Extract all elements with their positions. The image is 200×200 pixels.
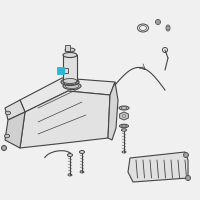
Polygon shape: [128, 152, 188, 182]
Ellipse shape: [68, 154, 72, 156]
Polygon shape: [108, 82, 118, 140]
Ellipse shape: [63, 82, 81, 90]
Polygon shape: [20, 91, 110, 148]
Polygon shape: [120, 112, 128, 120]
Ellipse shape: [61, 78, 79, 86]
Bar: [63, 55, 77, 81]
Ellipse shape: [63, 52, 77, 58]
Polygon shape: [5, 112, 25, 148]
Bar: [65, 45, 70, 51]
Ellipse shape: [63, 79, 77, 85]
Polygon shape: [5, 100, 25, 120]
Ellipse shape: [4, 134, 10, 138]
Ellipse shape: [6, 111, 10, 115]
Bar: [57, 67, 64, 74]
Ellipse shape: [184, 152, 188, 158]
Ellipse shape: [120, 124, 128, 128]
Ellipse shape: [157, 21, 159, 23]
Polygon shape: [20, 78, 115, 112]
Ellipse shape: [186, 176, 190, 180]
Bar: [64, 68, 68, 73]
Ellipse shape: [119, 106, 129, 110]
Ellipse shape: [80, 150, 84, 154]
Ellipse shape: [65, 48, 75, 52]
Ellipse shape: [122, 114, 126, 117]
Ellipse shape: [63, 78, 77, 84]
Ellipse shape: [122, 129, 127, 131]
Ellipse shape: [65, 84, 79, 88]
